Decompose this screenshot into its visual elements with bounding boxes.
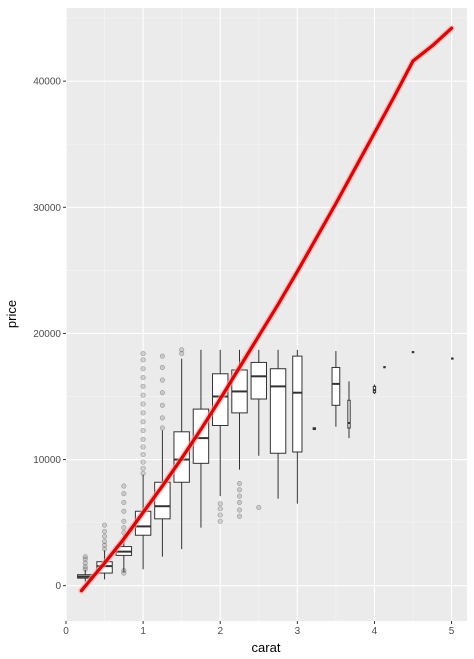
y-axis-title: price — [4, 300, 19, 328]
outlier-point — [159, 402, 165, 408]
outlier-point — [121, 508, 127, 514]
y-tick-label: 10000 — [33, 455, 61, 466]
y-tick-label: 20000 — [33, 329, 61, 340]
outlier-point — [140, 366, 146, 372]
outlier-point — [102, 533, 108, 540]
outlier-point — [179, 351, 185, 357]
outlier-point — [159, 364, 165, 371]
box-iqr — [347, 399, 351, 429]
outlier-point — [102, 546, 108, 552]
outlier-point — [159, 377, 165, 383]
outlier-point — [140, 444, 146, 450]
outlier-point — [82, 566, 88, 572]
outlier-point — [121, 483, 127, 489]
outlier-point — [82, 564, 88, 570]
outlier-point — [140, 357, 146, 363]
outlier-point — [140, 419, 146, 425]
outlier-point — [82, 556, 88, 562]
box-iqr — [269, 368, 287, 454]
box-iqr — [292, 355, 303, 453]
outlier-point — [82, 560, 88, 566]
y-tick-label: 0 — [55, 581, 61, 592]
outlier-point — [121, 525, 127, 531]
y-tick-label: 30000 — [33, 203, 61, 214]
outlier-point — [102, 538, 108, 545]
outlier-point — [159, 353, 165, 359]
outlier-point — [140, 375, 146, 381]
outlier-point — [159, 415, 165, 421]
outlier-point — [140, 410, 146, 416]
outlier-point — [102, 528, 108, 534]
outlier-point — [121, 567, 127, 574]
x-tick-label: 3 — [295, 626, 301, 637]
outlier-point — [236, 480, 243, 487]
outlier-point — [256, 504, 262, 511]
outlier-point — [121, 499, 127, 505]
marks — [77, 347, 454, 582]
fit-line-group — [78, 25, 455, 594]
x-tick-label: 4 — [372, 626, 378, 637]
y-axis: 0 10000 20000 30000 40000 — [33, 77, 66, 592]
plot-panel — [66, 8, 467, 621]
outlier-point — [140, 459, 146, 465]
outlier-point — [102, 522, 108, 528]
grid-major — [65, 8, 467, 621]
outlier-point — [121, 518, 127, 524]
outlier-point — [236, 513, 243, 519]
outlier-point — [140, 351, 146, 357]
outlier-point — [217, 512, 223, 518]
x-tick-label: 5 — [449, 626, 455, 637]
outlier-point — [140, 427, 146, 434]
outlier-point — [236, 499, 243, 505]
outlier-point — [217, 501, 223, 507]
y-tick-label: 40000 — [33, 77, 61, 88]
x-tick-label: 0 — [63, 626, 69, 637]
outlier-point — [217, 518, 223, 524]
outlier-point — [121, 570, 127, 576]
outlier-point — [140, 383, 146, 389]
outlier-point — [236, 487, 243, 493]
x-tick-label: 2 — [217, 626, 223, 637]
outlier-point — [140, 470, 146, 476]
x-axis-title: carat — [252, 640, 281, 655]
outlier-point — [140, 401, 146, 407]
outlier-point — [140, 451, 146, 458]
x-axis: 0 1 2 3 4 5 — [63, 621, 455, 637]
outlier-point — [82, 554, 88, 560]
outlier-point — [236, 507, 243, 513]
x-tick-label: 1 — [140, 626, 146, 637]
outlier-point — [236, 493, 243, 499]
outlier-point — [140, 436, 146, 442]
box-iqr — [250, 361, 267, 400]
fit-line — [79, 26, 454, 593]
box-iqr — [331, 366, 341, 406]
outlier-point — [217, 506, 223, 512]
outlier-point — [102, 542, 108, 548]
outlier-point — [179, 347, 185, 353]
outlier-point — [140, 392, 146, 398]
outlier-point — [140, 465, 146, 471]
outlier-point — [121, 491, 127, 497]
outlier-point — [159, 390, 165, 396]
outlier-point — [159, 425, 165, 431]
